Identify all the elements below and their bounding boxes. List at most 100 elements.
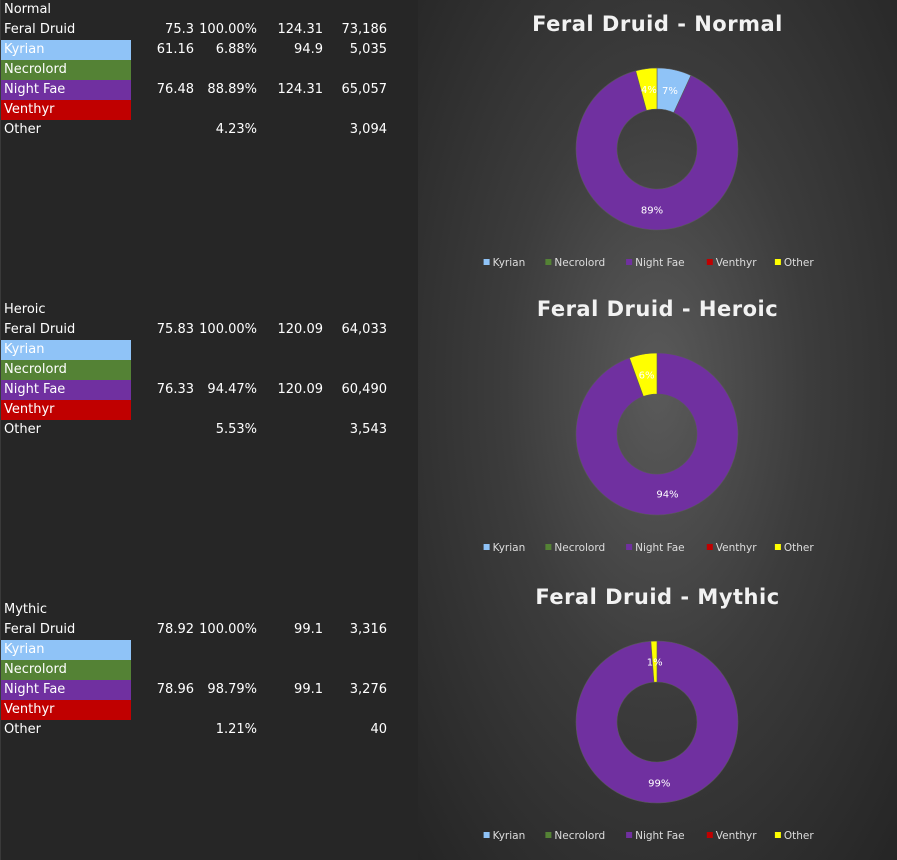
row-label: Venthyr	[1, 400, 131, 420]
legend-swatch	[483, 832, 490, 838]
legend-swatch	[774, 832, 781, 838]
table-row: Feral Druid 75.3 100.00% 124.31 73,186	[1, 20, 419, 40]
legend-label: Night Fae	[635, 257, 685, 269]
table-row: Kyrian	[1, 640, 419, 660]
cell: 61.16	[156, 42, 194, 57]
legend-label: Venthyr	[716, 257, 757, 269]
chart-title: Feral Druid - Heroic	[536, 297, 779, 321]
table-heading: Heroic	[4, 302, 46, 317]
slice-data-label: 4%	[641, 85, 657, 96]
row-label: Necrolord	[1, 60, 131, 80]
row-label: Other	[4, 422, 41, 437]
table-heading: Normal	[4, 2, 52, 17]
cell: 5.53%	[215, 422, 257, 437]
table-row: Night Fae 76.33 94.47% 120.09 60,490	[1, 380, 419, 400]
table-row: Night Fae 76.48 88.89% 124.31 65,057	[1, 80, 419, 100]
cell: 75.3	[165, 22, 194, 37]
table-row: Venthyr	[1, 400, 419, 420]
row-label: Kyrian	[1, 340, 131, 360]
legend-label: Night Fae	[635, 830, 685, 842]
table-row: Necrolord	[1, 360, 419, 380]
table-row: Feral Druid 78.92 100.00% 99.1 3,316	[1, 620, 419, 640]
legend-item-necrolord: Necrolord	[545, 830, 605, 842]
cell: 1.21%	[215, 722, 257, 737]
legend-item-kyrian: Kyrian	[483, 542, 525, 554]
chart-title: Feral Druid - Normal	[532, 12, 783, 36]
donut-chart-heroic: 94% 6% Kyrian Necrolord Night Fae Venthyr Othe…	[483, 352, 814, 554]
legend-swatch	[774, 544, 781, 550]
legend-item-kyrian: Kyrian	[483, 257, 525, 269]
row-label: Feral Druid	[4, 22, 76, 37]
cell: 94.47%	[207, 382, 257, 397]
cell: 99.1	[294, 682, 323, 697]
cell: 76.33	[156, 382, 194, 397]
slice-data-label: 7%	[662, 86, 678, 97]
legend-label: Kyrian	[493, 830, 526, 842]
slice-data-label: 89%	[641, 205, 663, 216]
legend-swatch	[483, 544, 490, 550]
row-label: Night Fae	[1, 80, 131, 100]
cell: 3,543	[349, 422, 387, 437]
slice-data-label: 6%	[639, 370, 655, 381]
slice-data-label: 99%	[648, 778, 670, 789]
table-row: Necrolord	[1, 660, 419, 680]
table-row: Kyrian 61.16 6.88% 94.9 5,035	[1, 40, 419, 60]
cell: 65,057	[341, 82, 388, 97]
legend-swatch	[706, 832, 713, 838]
legend-item-other: Other	[774, 830, 814, 842]
cell: 76.48	[156, 82, 194, 97]
legend-item-night-fae: Night Fae	[626, 257, 685, 269]
donut-chart-mythic: 99% 1% Kyrian Necrolord Night Fae Venthyr Othe…	[483, 640, 814, 842]
legend-swatch	[626, 259, 633, 265]
cell: 94.9	[294, 42, 323, 57]
legend-swatch	[483, 259, 490, 265]
cell: 100.00%	[199, 622, 257, 637]
legend-label: Other	[784, 542, 814, 554]
legend-label: Venthyr	[716, 830, 757, 842]
row-label: Venthyr	[1, 100, 131, 120]
cell: 124.31	[277, 22, 324, 37]
slice-night-fae	[575, 352, 739, 516]
cell: 4.23%	[215, 122, 257, 137]
row-label: Venthyr	[1, 700, 131, 720]
slice-data-label: 94%	[656, 490, 678, 501]
slice-data-label: 1%	[647, 658, 663, 669]
cell: 73,186	[341, 22, 388, 37]
row-label: Necrolord	[1, 660, 131, 680]
table-row: Night Fae 78.96 98.79% 99.1 3,276	[1, 680, 419, 700]
table-row: Other 1.21% 40	[1, 720, 419, 740]
row-label: Kyrian	[1, 640, 131, 660]
cell: 120.09	[277, 322, 324, 337]
legend-label: Venthyr	[716, 542, 757, 554]
cell: 78.92	[156, 622, 194, 637]
cell: 3,316	[349, 622, 387, 637]
row-label: Other	[4, 722, 41, 737]
cell: 124.31	[277, 82, 324, 97]
cell: 64,033	[341, 322, 388, 337]
slice-other	[629, 352, 658, 397]
cell: 60,490	[341, 382, 388, 397]
table-row: Necrolord	[1, 60, 419, 80]
legend-item-venthyr: Venthyr	[706, 542, 757, 554]
cell: 98.79%	[207, 682, 257, 697]
legend-label: Necrolord	[554, 542, 605, 554]
legend-swatch	[706, 544, 713, 550]
cell: 88.89%	[207, 82, 257, 97]
cell: 3,094	[349, 122, 387, 137]
legend-swatch	[626, 544, 633, 550]
cell: 5,035	[349, 42, 387, 57]
table-row: Venthyr	[1, 100, 419, 120]
row-label: Feral Druid	[4, 622, 76, 637]
legend-label: Other	[784, 257, 814, 269]
cell: 40	[370, 722, 387, 737]
cell: 75.83	[156, 322, 194, 337]
slice-other	[635, 67, 658, 111]
table-row: Kyrian	[1, 340, 419, 360]
row-label: Night Fae	[1, 380, 131, 400]
row-label: Kyrian	[1, 40, 131, 60]
legend-item-other: Other	[774, 542, 814, 554]
legend-item-necrolord: Necrolord	[545, 257, 605, 269]
row-label: Night Fae	[1, 680, 131, 700]
row-label: Other	[4, 122, 41, 137]
legend-swatch	[545, 259, 552, 265]
